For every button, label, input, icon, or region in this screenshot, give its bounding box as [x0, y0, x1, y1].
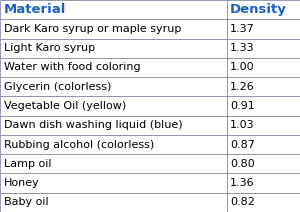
Bar [226, 77, 300, 96]
Text: Honey: Honey [4, 178, 39, 188]
Text: Material: Material [4, 3, 66, 16]
Text: 0.82: 0.82 [230, 197, 255, 207]
Bar [226, 96, 300, 116]
Text: 1.26: 1.26 [230, 82, 255, 92]
Bar [226, 173, 300, 193]
Bar [0, 193, 226, 212]
Text: 1.36: 1.36 [230, 178, 255, 188]
Text: Dawn dish washing liquid (blue): Dawn dish washing liquid (blue) [4, 120, 182, 130]
Text: 1.37: 1.37 [230, 24, 255, 34]
Text: 1.00: 1.00 [230, 63, 255, 73]
Bar [226, 193, 300, 212]
Bar [226, 0, 300, 19]
Text: 1.03: 1.03 [230, 120, 255, 130]
Text: Density: Density [230, 3, 287, 16]
Text: Rubbing alcohol (colorless): Rubbing alcohol (colorless) [4, 139, 154, 149]
Bar [0, 58, 226, 77]
Bar [0, 39, 226, 58]
Text: Baby oil: Baby oil [4, 197, 48, 207]
Bar [0, 77, 226, 96]
Bar [226, 154, 300, 173]
Bar [0, 173, 226, 193]
Text: 0.87: 0.87 [230, 139, 255, 149]
Bar [0, 116, 226, 135]
Text: Lamp oil: Lamp oil [4, 159, 51, 169]
Bar [0, 96, 226, 116]
Text: Glycerin (colorless): Glycerin (colorless) [4, 82, 111, 92]
Bar [226, 135, 300, 154]
Text: Light Karo syrup: Light Karo syrup [4, 43, 95, 53]
Text: 0.80: 0.80 [230, 159, 255, 169]
Bar [0, 154, 226, 173]
Text: Water with food coloring: Water with food coloring [4, 63, 140, 73]
Bar [0, 19, 226, 39]
Bar [226, 116, 300, 135]
Text: 0.91: 0.91 [230, 101, 255, 111]
Bar [0, 0, 226, 19]
Text: Vegetable Oil (yellow): Vegetable Oil (yellow) [4, 101, 126, 111]
Text: 1.33: 1.33 [230, 43, 255, 53]
Bar [226, 58, 300, 77]
Text: Dark Karo syrup or maple syrup: Dark Karo syrup or maple syrup [4, 24, 181, 34]
Bar [226, 39, 300, 58]
Bar [226, 19, 300, 39]
Bar [0, 135, 226, 154]
